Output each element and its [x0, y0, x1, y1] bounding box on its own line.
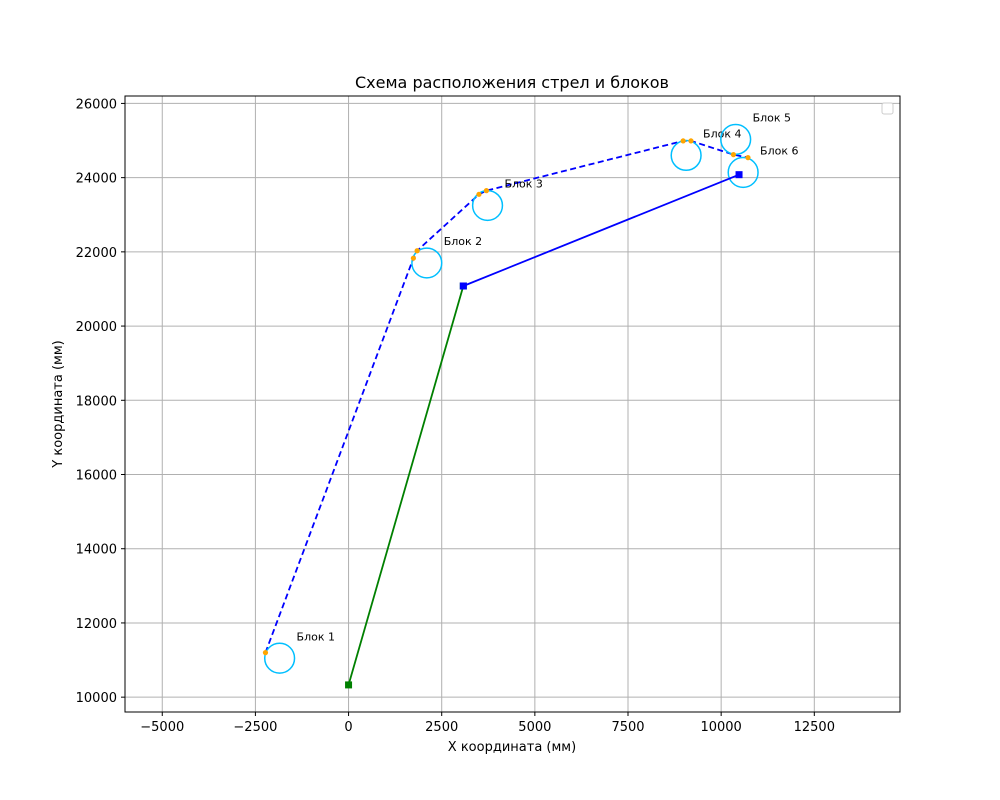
contact-point: [680, 138, 686, 144]
y-tick-label: 10000: [76, 691, 117, 706]
x-tick-label: 2500: [425, 720, 458, 735]
y-tick-label: 24000: [76, 172, 117, 187]
block-5-label: Блок 5: [753, 112, 791, 125]
block-1-circle: [263, 642, 296, 674]
chart-title: Схема расположения стрел и блоков: [355, 73, 669, 92]
contact-point: [262, 650, 269, 656]
boom-1-start-marker: [345, 681, 353, 689]
y-tick-label: 20000: [76, 320, 117, 335]
contact-point: [476, 191, 482, 197]
contact-point: [414, 248, 420, 254]
x-tick-label: −2500: [233, 720, 277, 735]
block-2-label: Блок 2: [444, 235, 482, 248]
block-6-circle: [727, 156, 759, 189]
boom-2-line: [462, 173, 740, 287]
y-tick-label: 16000: [76, 469, 117, 484]
x-tick-label: 5000: [518, 720, 551, 735]
block-2-circle: [411, 247, 443, 279]
contact-point: [483, 188, 490, 194]
plot-frame: [124, 95, 901, 713]
grid: [125, 96, 900, 712]
contact-point: [745, 155, 751, 161]
legend-box: [881, 102, 894, 115]
y-tick-label: 18000: [76, 394, 117, 409]
x-tick-label: 7500: [611, 720, 644, 735]
x-tick-label: 0: [344, 720, 352, 735]
boom-2-end-marker: [735, 171, 743, 179]
rope-line: [264, 140, 749, 653]
y-tick-label: 26000: [76, 97, 117, 112]
contact-point: [410, 255, 416, 261]
boom-1-line: [347, 285, 465, 686]
contact-point: [688, 138, 694, 144]
block-6-label: Блок 6: [760, 145, 798, 158]
y-axis-label: Y координата (мм): [51, 340, 66, 468]
block-3-label: Блок 3: [504, 178, 542, 191]
block-4-circle: [670, 139, 702, 172]
y-tick-label: 12000: [76, 617, 117, 632]
x-tick-label: 12500: [794, 720, 835, 735]
block-1-label: Блок 1: [297, 630, 335, 643]
plot-area: [125, 96, 900, 712]
y-tick-label: 22000: [76, 246, 117, 261]
x-axis-label: X координата (мм): [448, 740, 576, 755]
ticks: −5000 −2500 0 2500 5000 7500 10000 12500 10000 12…: [76, 97, 835, 735]
y-tick-label: 14000: [76, 543, 117, 558]
boom-2-start-marker: [459, 282, 467, 290]
contact-point: [730, 152, 737, 158]
x-tick-label: 10000: [700, 720, 741, 735]
x-tick-label: −5000: [140, 720, 184, 735]
